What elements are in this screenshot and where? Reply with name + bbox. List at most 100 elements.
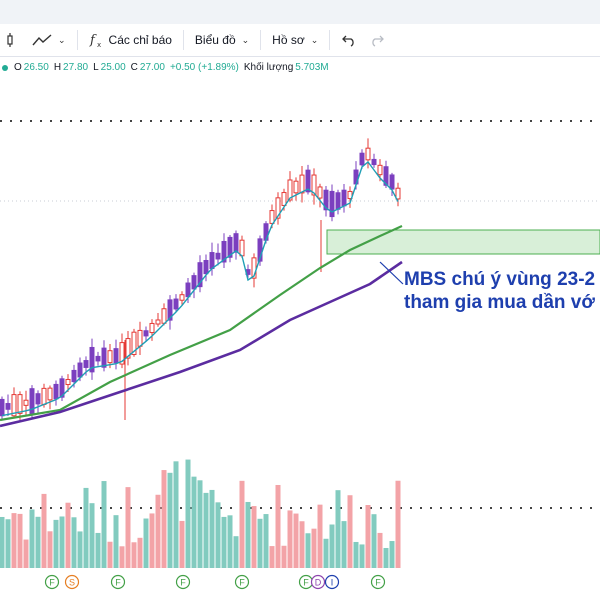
volume-bar (227, 515, 233, 568)
event-marker[interactable]: I (324, 574, 340, 590)
candle-body (113, 348, 119, 364)
high-value: 27.80 (63, 62, 89, 73)
candle-body (143, 330, 149, 337)
volume-bar (149, 513, 155, 568)
candle-body (53, 383, 59, 400)
candle-body (305, 169, 311, 193)
candle-body (149, 322, 155, 334)
function-icon: f x (89, 33, 101, 48)
candle-body (275, 197, 281, 219)
candle-body (47, 387, 53, 401)
redo-button[interactable] (363, 27, 391, 53)
layout-label: Biểu đồ (194, 33, 236, 47)
low-value: 25.00 (100, 62, 126, 73)
volume-bar (395, 480, 401, 568)
candle-body (59, 378, 65, 398)
candle-body (269, 210, 275, 224)
volume-bar (347, 495, 353, 568)
event-marker[interactable]: F (370, 574, 386, 590)
candle-body (185, 282, 191, 298)
volume-bar (77, 531, 83, 568)
annotation-line-1: MBS chú ý vùng 23-2 (404, 269, 596, 290)
event-marker[interactable]: F (44, 574, 60, 590)
candle-body (317, 186, 323, 199)
event-marker[interactable]: F (234, 574, 250, 590)
candle-body (287, 179, 293, 201)
volume-bar (53, 519, 59, 568)
volume-bar (335, 490, 341, 568)
indicators-button[interactable]: f x Các chỉ báo (83, 27, 178, 53)
volume-bar (389, 541, 395, 568)
change-value: +0.50 (+1.89%) (169, 62, 239, 73)
volume-bar (203, 492, 209, 568)
moving-average-slow-line (0, 260, 403, 428)
volume-bar (269, 546, 275, 568)
volume-bar (245, 501, 251, 568)
profile-menu-button[interactable]: Hồ sơ ⌄ (266, 27, 324, 53)
open-value: 26.50 (23, 62, 49, 73)
candle-body (137, 329, 143, 347)
candle-body (191, 275, 197, 290)
event-marker-label: F (49, 578, 55, 588)
candle-body (197, 262, 203, 288)
event-marker[interactable]: F (175, 574, 191, 590)
candle-body (77, 362, 83, 378)
event-marker[interactable]: F (110, 574, 126, 590)
candle-body (341, 189, 347, 207)
chevron-down-icon: ⌄ (241, 34, 250, 45)
candle-body (377, 164, 383, 176)
volume-bar (17, 513, 23, 568)
volume-bar (377, 532, 383, 568)
volume-label: Khối lượng (243, 62, 294, 73)
volume-bar (215, 502, 221, 568)
candle-body (311, 174, 317, 196)
event-marker[interactable]: F (298, 574, 314, 590)
window-top-strip (0, 0, 600, 25)
candles-chart-type-button[interactable] (0, 27, 26, 53)
line-chart-type-button[interactable]: ⌄ (26, 27, 72, 53)
layout-menu-button[interactable]: Biểu đồ ⌄ (189, 27, 255, 53)
volume-bar (383, 547, 389, 568)
svg-text:x: x (97, 41, 101, 48)
volume-bar (29, 509, 35, 568)
event-marker-label: D (315, 578, 322, 588)
volume-bar (239, 480, 245, 568)
volume-bar (197, 480, 203, 568)
event-marker[interactable]: S (64, 574, 80, 590)
undo-button[interactable] (335, 27, 363, 53)
candle-body (155, 319, 161, 325)
candle-body (35, 393, 41, 405)
candle-body (227, 236, 233, 258)
volume-bars (0, 459, 401, 568)
event-marker-label: F (115, 578, 121, 588)
candle-body (101, 347, 107, 368)
volume-bar (167, 472, 173, 568)
toolbar-divider (260, 30, 262, 50)
high-label: H (53, 62, 62, 73)
candle-body (359, 152, 365, 166)
candle-body (221, 240, 227, 263)
candle-body (209, 252, 215, 270)
toolbar-divider (182, 30, 184, 50)
toolbar-divider (329, 30, 331, 50)
volume-bar (287, 510, 293, 568)
event-marker-label: F (180, 578, 186, 588)
candle-body (65, 378, 71, 386)
candle-body (71, 369, 77, 383)
volume-value: 5.703M (295, 62, 329, 73)
volume-bar (179, 520, 185, 568)
volume-bar (305, 533, 311, 568)
candle-body (131, 331, 137, 355)
event-marker[interactable]: D (310, 574, 326, 590)
moving-average-fast-line (1, 160, 399, 417)
candle-body (167, 299, 173, 321)
volume-bar (251, 506, 257, 568)
profile-label: Hồ sơ (272, 33, 305, 47)
candle-body (17, 394, 23, 414)
annotation-arrow-line (379, 261, 404, 285)
chevron-down-icon: ⌄ (310, 34, 319, 45)
volume-bar (221, 516, 227, 568)
candle-body (299, 174, 305, 194)
